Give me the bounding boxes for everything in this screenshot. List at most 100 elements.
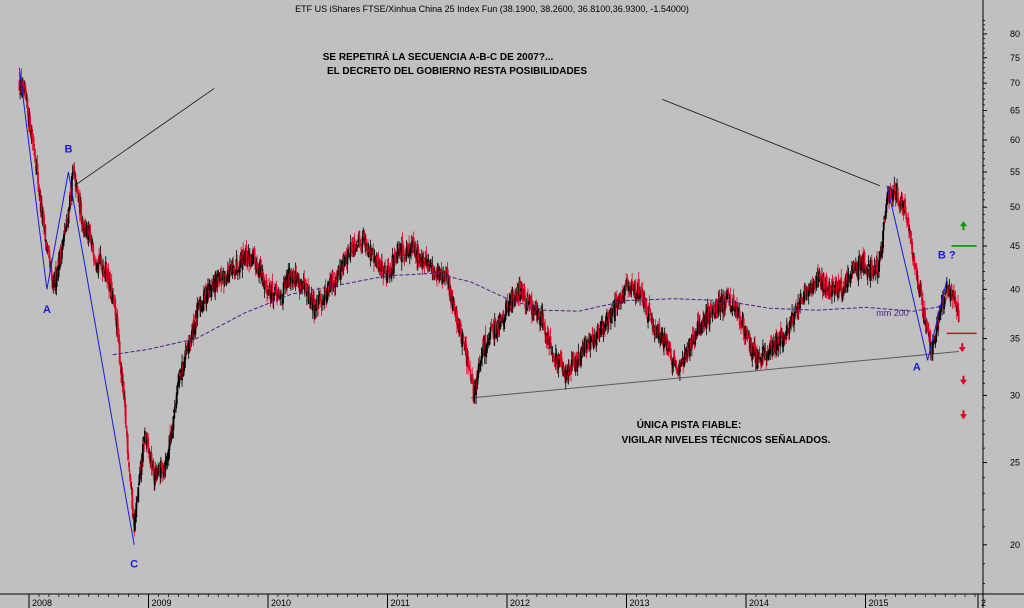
candle-body (786, 326, 789, 328)
candle-body (593, 336, 596, 342)
candle-body (253, 249, 256, 255)
candle-body (152, 461, 155, 476)
candle-body (787, 334, 790, 335)
candle-body (171, 428, 174, 432)
candle-body (92, 243, 95, 254)
candle-body (617, 301, 620, 306)
candle-body (769, 342, 772, 344)
candle-body (273, 292, 276, 296)
candle-body (692, 342, 695, 345)
candle-body (631, 283, 634, 288)
candle-body (295, 273, 298, 281)
candle-body (332, 284, 335, 286)
candle-body (25, 91, 27, 100)
candle-body (477, 362, 480, 374)
candle-body (417, 248, 420, 261)
candle-body (585, 346, 588, 353)
candle-body (388, 271, 391, 275)
y-tick-label: 60 (1010, 135, 1020, 145)
candle-body (686, 346, 689, 357)
candle-body (890, 194, 892, 199)
candle-body (536, 310, 539, 313)
candle-body (327, 285, 330, 292)
candle-body (361, 238, 364, 246)
candle-body (254, 256, 256, 263)
candle-body (669, 347, 672, 359)
candle-body (647, 306, 650, 322)
candle-body (634, 281, 637, 298)
candle-body (726, 293, 728, 300)
candle-body (749, 340, 752, 348)
candle-body (584, 341, 587, 348)
candle-body (326, 288, 329, 300)
candle-body (205, 285, 207, 303)
candle-body (448, 276, 451, 297)
candle-body (164, 460, 167, 471)
candle-body (66, 218, 69, 223)
candle-body (196, 304, 199, 318)
candle-body (777, 341, 780, 349)
candle-body (823, 286, 826, 291)
candle-body (184, 350, 187, 360)
candle-body (23, 88, 25, 96)
candle-body (37, 183, 40, 190)
x-tick-label: 2011 (391, 598, 410, 608)
candle-body (275, 283, 278, 296)
candle-body (806, 287, 809, 292)
candle-body (904, 199, 906, 210)
candle-body (467, 364, 470, 369)
candle-body (680, 362, 683, 367)
candle-body (890, 194, 893, 196)
candle-body (84, 220, 87, 233)
candle-body (220, 271, 223, 284)
x-tick-label: 2009 (152, 598, 172, 608)
candle-body (745, 328, 748, 332)
candle-body (140, 458, 143, 475)
candle-body (175, 403, 177, 407)
candle-body (572, 357, 575, 364)
candle-body (324, 286, 327, 295)
candle-body (194, 322, 197, 335)
candle-body (486, 342, 489, 345)
candle-body (347, 247, 350, 250)
y-tick-label: 30 (1010, 390, 1020, 400)
candle-body (146, 434, 149, 440)
candle-body (644, 302, 647, 306)
candle-body (484, 334, 487, 354)
candle-body (480, 356, 483, 364)
candle-body (76, 186, 79, 191)
candle-body (781, 341, 784, 347)
candle-body (303, 284, 306, 290)
candle-body (758, 353, 761, 361)
candle-body (122, 381, 125, 397)
candle-body (378, 266, 381, 270)
candle-body (384, 273, 387, 276)
candle-body (798, 308, 801, 310)
moving-average-200 (112, 272, 947, 356)
candle-body (587, 346, 590, 348)
candle-body (238, 268, 241, 273)
candle-body (105, 263, 108, 276)
candle-body (530, 300, 533, 315)
candle-body (894, 183, 896, 197)
candle-body (386, 265, 389, 273)
candle-body (394, 251, 397, 256)
candle-body (296, 279, 298, 283)
candle-body (726, 290, 729, 292)
candle-body (623, 285, 626, 296)
candle-body (910, 239, 913, 241)
candle-body (722, 295, 725, 309)
candle-body (183, 363, 185, 372)
candle-body (396, 251, 399, 260)
candle-body (707, 306, 710, 320)
x-tick-label: 2015 (869, 598, 889, 608)
candle-body (472, 381, 475, 402)
candle-body (305, 291, 308, 297)
candle-body (604, 329, 606, 330)
candle-body (876, 272, 879, 278)
candle-body (368, 248, 371, 253)
candle-body (538, 311, 541, 319)
candle-body (177, 382, 180, 386)
candle-body (209, 285, 211, 287)
candle-body (913, 263, 916, 270)
